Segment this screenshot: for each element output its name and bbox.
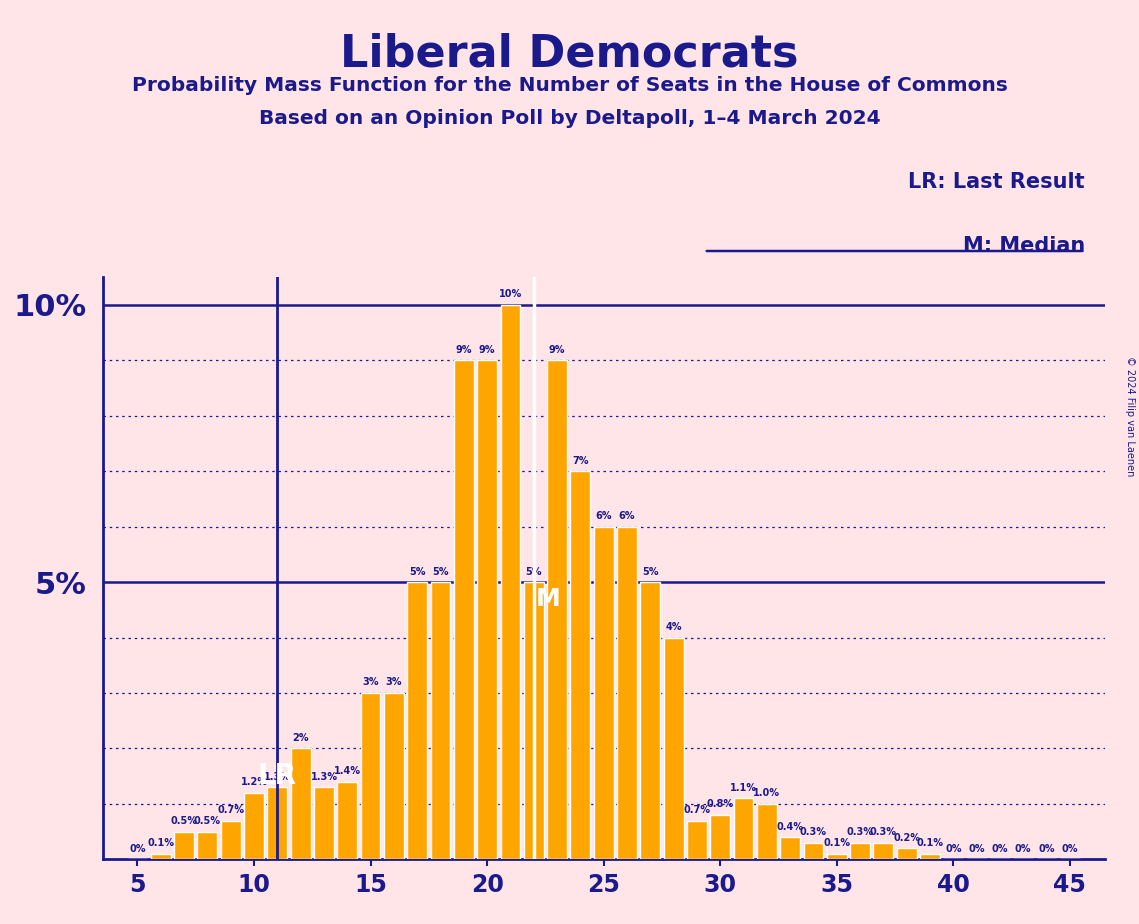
Bar	[361, 693, 380, 859]
Text: 2%: 2%	[293, 733, 309, 743]
Text: Probability Mass Function for the Number of Seats in the House of Commons: Probability Mass Function for the Number…	[132, 76, 1007, 95]
Text: Based on an Opinion Poll by Deltapoll, 1–4 March 2024: Based on an Opinion Poll by Deltapoll, 1…	[259, 109, 880, 128]
Bar	[408, 582, 427, 859]
Bar	[337, 782, 358, 859]
Text: 9%: 9%	[549, 345, 565, 355]
Text: 5%: 5%	[525, 566, 542, 577]
Bar	[477, 360, 497, 859]
Bar	[314, 787, 334, 859]
Bar	[221, 821, 240, 859]
Text: 5%: 5%	[642, 566, 658, 577]
Text: © 2024 Filip van Laenen: © 2024 Filip van Laenen	[1125, 356, 1134, 476]
Bar	[571, 471, 590, 859]
Bar	[593, 527, 614, 859]
Bar	[850, 843, 870, 859]
Bar	[524, 582, 543, 859]
Bar	[920, 854, 940, 859]
Bar	[757, 804, 777, 859]
Text: 0%: 0%	[1062, 844, 1079, 854]
Text: 9%: 9%	[456, 345, 472, 355]
Text: 10%: 10%	[499, 289, 522, 299]
Bar	[617, 527, 637, 859]
Text: 1.3%: 1.3%	[311, 772, 337, 782]
Text: 0.1%: 0.1%	[917, 838, 943, 848]
Bar	[244, 793, 264, 859]
Text: 9%: 9%	[478, 345, 495, 355]
Bar	[454, 360, 474, 859]
Text: 7%: 7%	[572, 456, 589, 466]
Text: 5%: 5%	[433, 566, 449, 577]
Bar	[384, 693, 404, 859]
Bar	[734, 798, 753, 859]
Text: 3%: 3%	[362, 677, 379, 687]
Bar	[827, 854, 846, 859]
Text: 0%: 0%	[1015, 844, 1032, 854]
Text: 0.3%: 0.3%	[800, 827, 827, 837]
Bar	[896, 848, 917, 859]
Bar	[290, 748, 311, 859]
Text: 5%: 5%	[409, 566, 426, 577]
Text: 0.3%: 0.3%	[870, 827, 896, 837]
Text: 0.2%: 0.2%	[893, 833, 920, 843]
Text: 0.3%: 0.3%	[846, 827, 874, 837]
Bar	[431, 582, 450, 859]
Bar	[874, 843, 893, 859]
Text: 3%: 3%	[386, 677, 402, 687]
Bar	[500, 305, 521, 859]
Text: 0.5%: 0.5%	[171, 816, 197, 826]
Bar	[268, 787, 287, 859]
Text: 6%: 6%	[596, 511, 612, 521]
Text: 6%: 6%	[618, 511, 636, 521]
Text: 0.4%: 0.4%	[777, 821, 804, 832]
Text: LR: Last Result: LR: Last Result	[908, 173, 1084, 192]
Bar	[780, 837, 800, 859]
Text: 0.8%: 0.8%	[706, 799, 734, 809]
Text: 0.7%: 0.7%	[218, 805, 244, 815]
Bar	[547, 360, 567, 859]
Text: M: M	[535, 587, 560, 611]
Text: 0%: 0%	[945, 844, 961, 854]
Text: M: Median: M: Median	[962, 237, 1084, 257]
Text: 1.4%: 1.4%	[334, 766, 361, 776]
Text: 0.1%: 0.1%	[147, 838, 174, 848]
Text: 1.3%: 1.3%	[264, 772, 290, 782]
Text: 1.1%: 1.1%	[730, 783, 757, 793]
Bar	[197, 832, 218, 859]
Text: 1.0%: 1.0%	[753, 788, 780, 798]
Text: 0%: 0%	[968, 844, 985, 854]
Text: 4%: 4%	[665, 622, 682, 632]
Bar	[803, 843, 823, 859]
Text: 0%: 0%	[1039, 844, 1055, 854]
Text: LR: LR	[257, 762, 297, 790]
Text: 0%: 0%	[992, 844, 1008, 854]
Text: 0%: 0%	[129, 844, 146, 854]
Text: 0.7%: 0.7%	[683, 805, 711, 815]
Text: 1.2%: 1.2%	[240, 777, 268, 787]
Bar	[687, 821, 707, 859]
Bar	[174, 832, 194, 859]
Text: 0.5%: 0.5%	[194, 816, 221, 826]
Bar	[150, 854, 171, 859]
Text: 0.1%: 0.1%	[823, 838, 851, 848]
Bar	[640, 582, 661, 859]
Text: Liberal Democrats: Liberal Democrats	[341, 32, 798, 76]
Bar	[711, 815, 730, 859]
Bar	[664, 638, 683, 859]
